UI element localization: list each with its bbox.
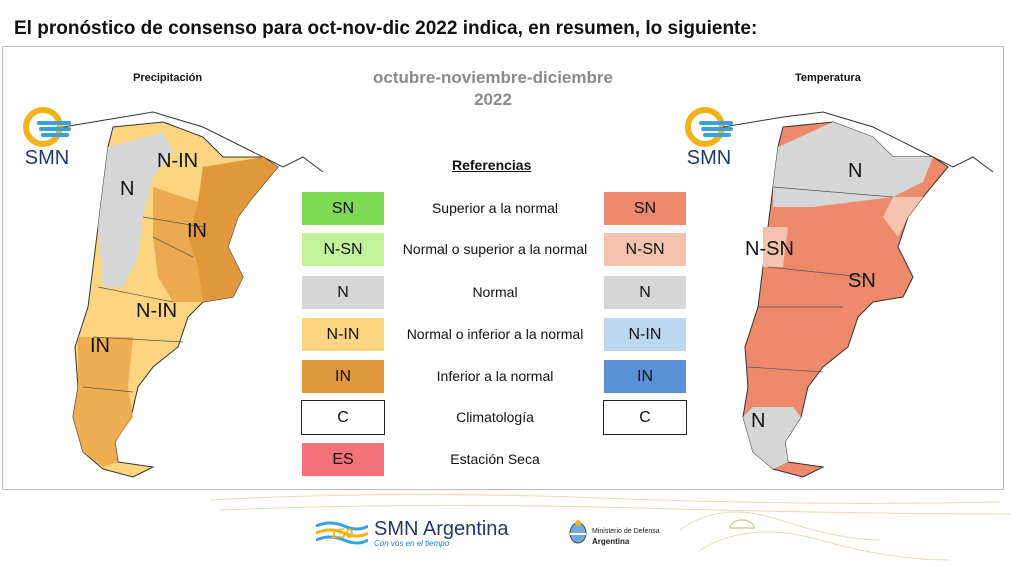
legend-description: Normal [472, 284, 518, 300]
footer-tagline: Con vos en el tiempo [374, 539, 450, 548]
legend-precip-swatch: SN [301, 191, 385, 226]
ministry-line1: Ministerio de Defensa [592, 528, 660, 535]
references-title: Referencias [452, 157, 532, 173]
temp-label-3: SN [848, 270, 876, 292]
smn-150-logo: 150 [316, 521, 368, 545]
footer-brand: SMN Argentina [374, 518, 509, 540]
precip-label-1: N-IN [157, 150, 198, 172]
period-title: octubre-noviembre-diciembre 2022 [343, 67, 643, 111]
period-line2: 2022 [474, 90, 512, 109]
legend-precip-swatch: IN [301, 359, 385, 394]
forecast-panel: Precipitación Temperatura octubre-noviem… [2, 46, 1004, 490]
smn-sun-icon [685, 107, 733, 147]
legend-temp-swatch: C [603, 400, 687, 435]
legend-description: Normal o inferior a la normal [406, 326, 584, 342]
ministry-line2: Argentina [592, 537, 630, 546]
legend-temp-swatch: N-SN [603, 232, 687, 267]
temp-label-4: N [751, 410, 765, 432]
temperature-title: Temperatura [795, 72, 861, 84]
temp-label-2: N-SN [745, 238, 794, 260]
legend-precip-swatch: C [301, 400, 385, 435]
legend-precip-swatch: ES [301, 442, 385, 477]
precip-label-4: N-IN [136, 300, 177, 322]
headline: El pronóstico de consenso para oct-nov-d… [14, 18, 758, 39]
temperature-map: N N-SN SN N [722, 111, 994, 478]
footer-decoration [209, 493, 1011, 561]
smn-sun-icon [23, 107, 71, 147]
legend-description: Normal o superior a la normal [402, 241, 588, 257]
legend-precip-swatch: N [301, 275, 385, 310]
smn-logo-right: SMN [681, 105, 741, 175]
period-line1: octubre-noviembre-diciembre [373, 68, 613, 87]
footer [0, 490, 1021, 567]
smn-logo-text: SMN [686, 147, 732, 169]
legend-precip-swatch: N-SN [301, 232, 385, 267]
legend-description: Superior a la normal [431, 200, 559, 216]
precipitation-map: N-IN N IN N-IN IN [62, 111, 324, 478]
smn-logo-left: SMN [19, 105, 79, 175]
temp-label-1: N [848, 160, 862, 182]
precip-label-3: IN [187, 220, 207, 242]
legend-temp-swatch: IN [603, 359, 687, 394]
legend-description: Estación Seca [450, 451, 540, 467]
legend-temp-swatch: SN [603, 191, 687, 226]
precipitation-title: Precipitación [133, 72, 203, 84]
precip-label-2: N [120, 178, 134, 200]
coat-of-arms-icon [569, 520, 587, 544]
smn-logo-text: SMN [24, 147, 70, 169]
legend-temp-swatch: N [603, 275, 687, 310]
precip-label-5: IN [90, 335, 110, 357]
legend-description: Inferior a la normal [436, 368, 554, 384]
legend-precip-swatch: N-IN [301, 317, 385, 352]
logo-number: 150 [330, 525, 354, 541]
legend-temp-swatch: N-IN [603, 317, 687, 352]
legend-description: Climatología [456, 409, 534, 425]
